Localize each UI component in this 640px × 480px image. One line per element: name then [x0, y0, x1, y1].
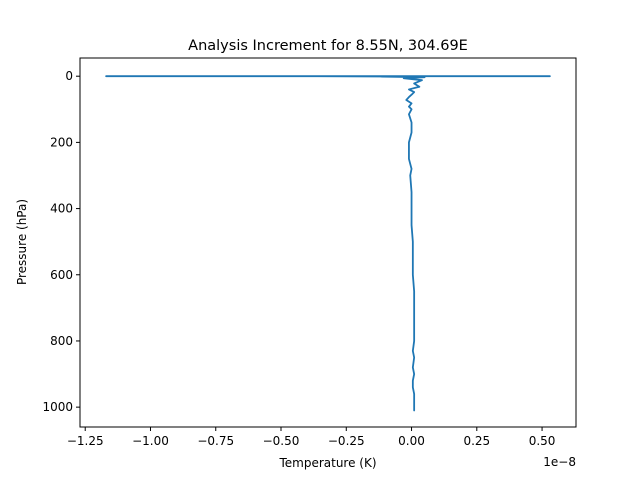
chart-title: Analysis Increment for 8.55N, 304.69E — [188, 38, 468, 54]
x-offset-text: 1e−8 — [543, 455, 576, 469]
x-tick-label: −0.25 — [328, 434, 365, 448]
x-tick-label: 0.50 — [529, 434, 556, 448]
x-tick-label: 0.25 — [463, 434, 490, 448]
y-tick-label: 1000 — [42, 400, 73, 414]
y-tick-label: 200 — [50, 135, 73, 149]
plot-frame — [79, 57, 577, 428]
x-tick-label: −1.25 — [67, 434, 104, 448]
tick-layer: −1.25 −1.00 −0.75 −0.50 −0.25 0.00 0.25 0.50 0 20… — [42, 69, 555, 448]
x-tick-label: −0.75 — [197, 434, 234, 448]
series-layer — [105, 75, 551, 412]
x-tick-label: 0.00 — [398, 434, 425, 448]
y-tick-label: 0 — [65, 69, 73, 83]
x-tick-label: −0.50 — [263, 434, 300, 448]
series-line-0 — [105, 75, 551, 412]
x-tick-label: −1.00 — [132, 434, 169, 448]
y-tick-label: 400 — [50, 202, 73, 216]
y-tick-label: 600 — [50, 268, 73, 282]
x-axis-label: Temperature (K) — [278, 456, 376, 470]
y-axis-label: Pressure (hPa) — [15, 199, 29, 285]
y-tick-label: 800 — [50, 334, 73, 348]
